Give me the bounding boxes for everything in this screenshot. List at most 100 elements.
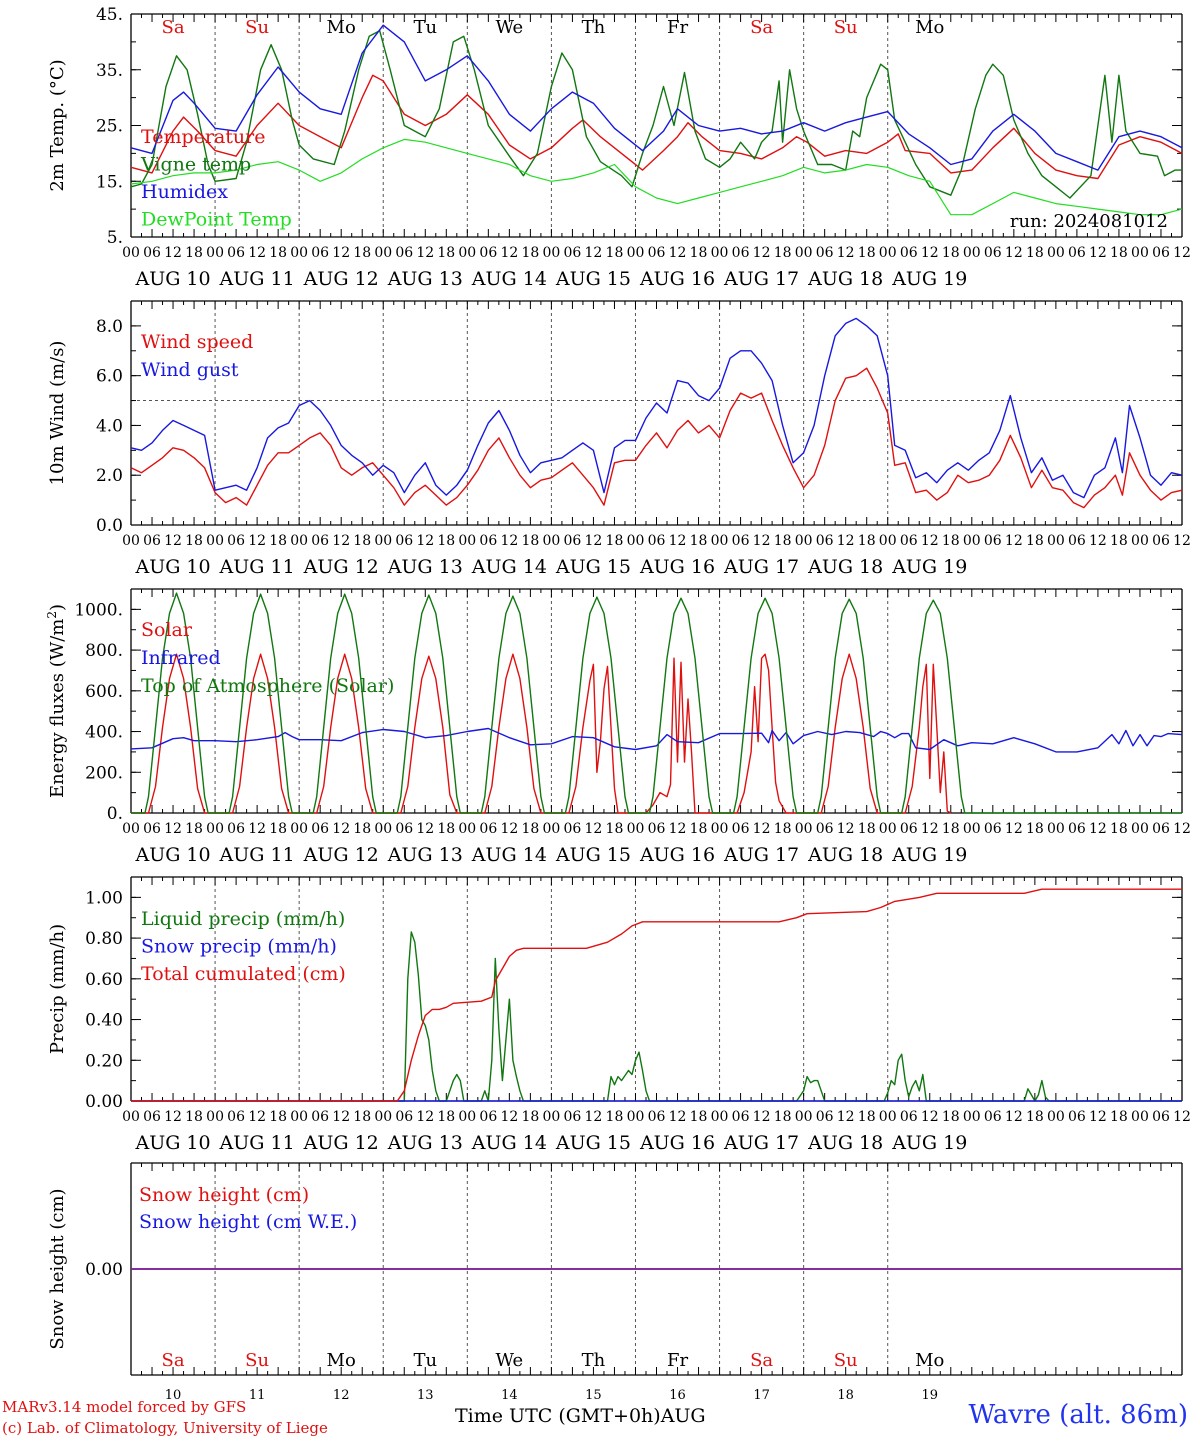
date-label: AUG 18 <box>807 556 883 578</box>
hour-tick-label: 18 <box>437 1109 455 1125</box>
vigne-temp-line <box>130 30 1182 199</box>
hour-tick-label: 06 <box>984 245 1002 261</box>
weekday-label: Sa <box>162 17 185 38</box>
hour-tick-label: 12 <box>1173 821 1191 837</box>
date-label: AUG 18 <box>807 1132 883 1154</box>
panel-5: 0.00 Snow height (cm) Snow height (cm) Snow… <box>47 1162 1183 1403</box>
hour-tick-label: 06 <box>732 533 750 549</box>
hour-tick-label: 06 <box>732 821 750 837</box>
hour-tick-label: 06 <box>395 533 413 549</box>
hour-tick-label: 18 <box>690 533 708 549</box>
date-label: AUG 14 <box>471 844 547 866</box>
hour-tick-label: 12 <box>332 1109 350 1125</box>
day-number-label: 13 <box>417 1388 434 1403</box>
hour-tick-label: 12 <box>1089 821 1107 837</box>
hour-tick-label: 18 <box>858 821 876 837</box>
hour-tick-label: 00 <box>374 533 392 549</box>
hour-tick-label: 06 <box>984 533 1002 549</box>
y-tick-label: 25. <box>96 117 123 137</box>
hour-tick-label: 00 <box>711 821 729 837</box>
hour-tick-label: 00 <box>542 533 560 549</box>
hour-tick-label: 12 <box>921 245 939 261</box>
hour-tick-label: 18 <box>606 1109 624 1125</box>
hour-tick-label: 18 <box>521 245 539 261</box>
hour-tick-label: 18 <box>858 1109 876 1125</box>
hour-tick-label: 00 <box>458 821 476 837</box>
hour-tick-label: 12 <box>1005 821 1023 837</box>
date-label: AUG 18 <box>807 844 883 866</box>
hour-tick-label: 18 <box>269 1109 287 1125</box>
run-annotation: run: 2024081012 <box>1010 211 1168 232</box>
hour-tick-label: 18 <box>1110 245 1128 261</box>
hour-tick-label: 18 <box>185 1109 203 1125</box>
date-label: AUG 17 <box>723 844 799 866</box>
legend-entry: Snow height (cm) <box>139 1184 309 1206</box>
hour-tick-label: 00 <box>711 1109 729 1125</box>
hour-tick-label: 12 <box>1005 533 1023 549</box>
hour-tick-label: 06 <box>479 1109 497 1125</box>
hour-tick-label: 12 <box>1089 533 1107 549</box>
legend-entry: Liquid precip (mm/h) <box>141 908 345 930</box>
hour-tick-label: 06 <box>227 533 245 549</box>
hour-tick-label: 18 <box>269 533 287 549</box>
date-label: AUG 16 <box>639 556 715 578</box>
legend-entry: Wind gust <box>141 359 239 381</box>
hour-tick-label: 18 <box>1026 533 1044 549</box>
weekday-label: Su <box>245 1350 269 1371</box>
y-tick-label: 35. <box>96 61 123 81</box>
legend-entry: Vigne temp <box>140 154 251 176</box>
hour-tick-label: 00 <box>542 1109 560 1125</box>
hour-tick-label: 12 <box>1173 533 1191 549</box>
hour-tick-label: 12 <box>248 821 266 837</box>
hour-tick-label: 18 <box>269 821 287 837</box>
hour-tick-label: 18 <box>437 821 455 837</box>
hour-tick-label: 18 <box>690 821 708 837</box>
y-tick-label: 0. <box>107 804 123 824</box>
hour-tick-label: 06 <box>311 821 329 837</box>
hour-tick-label: 18 <box>353 821 371 837</box>
hour-tick-label: 00 <box>206 1109 224 1125</box>
date-label: AUG 14 <box>471 556 547 578</box>
hour-tick-label: 18 <box>774 245 792 261</box>
hour-tick-label: 06 <box>900 821 918 837</box>
hour-tick-label: 12 <box>921 1109 939 1125</box>
hour-tick-label: 06 <box>311 245 329 261</box>
panel-2: 0.0 2.0 4.0 6.0 8.0 10m Wind (m/s) Wind speed W… <box>47 300 1191 578</box>
hour-tick-label: 18 <box>437 533 455 549</box>
date-label: AUG 16 <box>639 1132 715 1154</box>
weekday-label: Sa <box>750 1350 773 1371</box>
hour-tick-label: 06 <box>816 821 834 837</box>
hour-tick-label: 00 <box>122 533 140 549</box>
weekday-label: Fr <box>667 1350 688 1371</box>
panel-4: 0.00 0.20 0.40 0.60 0.80 1.00 Precip (mm/h) Liq… <box>47 876 1191 1154</box>
hour-tick-label: 18 <box>942 821 960 837</box>
hour-tick-label: 00 <box>963 1109 981 1125</box>
hour-tick-label: 00 <box>374 821 392 837</box>
weekday-label: Th <box>582 1350 606 1371</box>
hour-tick-label: 12 <box>669 245 687 261</box>
date-label: AUG 10 <box>134 844 210 866</box>
date-label: AUG 16 <box>639 844 715 866</box>
weekday-label: Tu <box>413 17 437 38</box>
date-label: AUG 11 <box>219 556 295 578</box>
hour-tick-label: 06 <box>479 821 497 837</box>
hour-tick-label: 06 <box>1152 245 1170 261</box>
hour-tick-label: 18 <box>521 533 539 549</box>
weekday-label: Mo <box>915 1350 944 1371</box>
hour-tick-label: 06 <box>564 821 582 837</box>
weekday-label: Mo <box>915 17 944 38</box>
weekday-label: Th <box>582 17 606 38</box>
hour-tick-label: 18 <box>690 245 708 261</box>
hour-tick-label: 18 <box>185 245 203 261</box>
hour-tick-label: 00 <box>122 245 140 261</box>
y-tick-label: 0.60 <box>85 970 123 990</box>
date-label: AUG 15 <box>555 556 631 578</box>
day-number-label: 18 <box>837 1388 854 1403</box>
date-label: AUG 19 <box>891 1132 967 1154</box>
y-tick-label: 0.00 <box>85 1260 123 1280</box>
hour-tick-label: 06 <box>900 1109 918 1125</box>
hour-tick-label: 06 <box>900 245 918 261</box>
date-label: AUG 12 <box>303 1132 379 1154</box>
hour-tick-label: 18 <box>521 1109 539 1125</box>
